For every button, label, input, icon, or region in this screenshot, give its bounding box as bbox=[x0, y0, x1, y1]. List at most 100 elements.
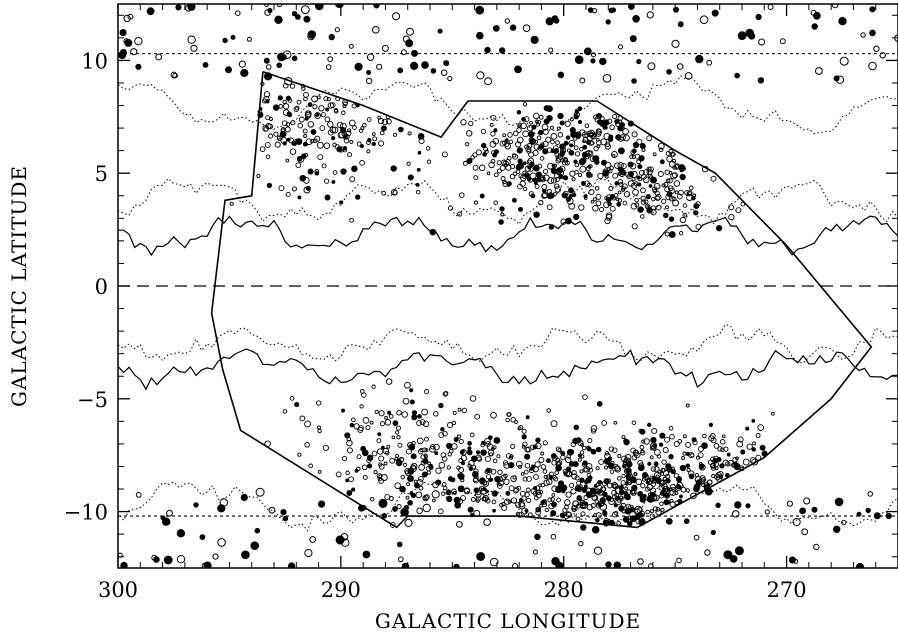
source-point bbox=[619, 495, 624, 500]
field-source-point bbox=[509, 24, 517, 31]
source-point bbox=[475, 450, 481, 455]
source-point bbox=[624, 481, 629, 486]
source-point bbox=[651, 186, 658, 193]
source-point bbox=[520, 472, 525, 476]
field-source-point bbox=[430, 68, 437, 74]
source-point bbox=[521, 434, 527, 440]
source-point bbox=[672, 199, 680, 207]
source-point bbox=[459, 450, 465, 455]
source-point bbox=[622, 516, 630, 523]
x-tick-label: 300 bbox=[98, 578, 138, 602]
source-point bbox=[366, 149, 371, 154]
source-point bbox=[629, 162, 637, 170]
source-point bbox=[289, 396, 295, 401]
source-point bbox=[679, 173, 686, 181]
source-point bbox=[490, 468, 497, 475]
source-point bbox=[550, 510, 557, 517]
source-point bbox=[325, 107, 330, 112]
field-source-point bbox=[813, 543, 820, 551]
source-point bbox=[295, 138, 303, 145]
source-point bbox=[302, 177, 310, 184]
source-point bbox=[496, 168, 502, 174]
field-source-point bbox=[476, 71, 485, 80]
source-point bbox=[669, 483, 676, 490]
source-point bbox=[687, 190, 693, 196]
source-point bbox=[548, 224, 554, 230]
field-source-point bbox=[873, 45, 880, 52]
source-point bbox=[588, 188, 595, 196]
source-point bbox=[522, 170, 527, 175]
field-source-point bbox=[580, 524, 587, 531]
field-source-point bbox=[815, 67, 823, 75]
source-point bbox=[506, 182, 511, 187]
source-point bbox=[485, 489, 489, 494]
source-point bbox=[678, 164, 686, 172]
source-point bbox=[631, 420, 637, 425]
source-point bbox=[646, 135, 653, 142]
source-point bbox=[466, 449, 473, 456]
source-point bbox=[649, 455, 654, 460]
source-point bbox=[693, 210, 699, 216]
field-source-point bbox=[591, 8, 598, 14]
source-point bbox=[446, 495, 453, 503]
source-point bbox=[542, 191, 549, 199]
source-point bbox=[323, 142, 331, 149]
field-source-point bbox=[217, 504, 226, 513]
source-point bbox=[640, 483, 646, 489]
source-point bbox=[650, 436, 657, 444]
source-point bbox=[451, 443, 458, 450]
source-point bbox=[622, 128, 629, 135]
field-source-point bbox=[300, 5, 310, 15]
source-point bbox=[506, 412, 511, 417]
source-point bbox=[351, 417, 356, 423]
source-point bbox=[451, 488, 457, 495]
source-point bbox=[418, 485, 424, 491]
field-source-point bbox=[397, 67, 404, 74]
source-point bbox=[492, 508, 496, 513]
source-point bbox=[651, 427, 658, 435]
source-point bbox=[485, 474, 492, 480]
source-point bbox=[571, 192, 577, 198]
source-point bbox=[472, 152, 478, 158]
source-point bbox=[342, 147, 348, 153]
source-point bbox=[316, 141, 324, 149]
source-point bbox=[543, 474, 548, 480]
field-source-point bbox=[613, 561, 621, 568]
source-point bbox=[559, 143, 566, 150]
y-tick-label: 5 bbox=[95, 162, 108, 186]
source-point bbox=[603, 478, 610, 485]
source-point bbox=[468, 120, 474, 127]
source-point bbox=[297, 452, 302, 457]
source-point bbox=[666, 487, 671, 492]
field-source-point bbox=[365, 77, 373, 85]
source-point bbox=[614, 181, 619, 186]
source-point bbox=[661, 198, 667, 204]
field-source-point bbox=[605, 19, 611, 25]
source-point bbox=[621, 435, 626, 440]
source-point bbox=[620, 480, 626, 486]
source-point bbox=[284, 126, 291, 133]
source-point bbox=[478, 164, 486, 172]
source-point bbox=[281, 120, 288, 127]
source-point bbox=[645, 193, 651, 200]
source-point bbox=[542, 168, 549, 175]
field-source-point bbox=[276, 62, 283, 69]
source-point bbox=[379, 130, 385, 136]
source-point bbox=[467, 441, 472, 446]
source-point bbox=[625, 494, 631, 500]
source-point bbox=[728, 213, 735, 221]
source-point bbox=[550, 496, 555, 502]
source-point bbox=[551, 501, 557, 508]
source-point bbox=[742, 458, 750, 466]
field-source-point bbox=[400, 507, 409, 517]
field-source-point bbox=[593, 546, 603, 555]
source-point bbox=[307, 102, 313, 108]
field-source-point bbox=[378, 498, 388, 508]
source-point bbox=[401, 411, 408, 418]
source-point bbox=[351, 103, 357, 109]
source-point bbox=[590, 503, 596, 509]
source-point bbox=[394, 430, 400, 435]
source-point bbox=[337, 131, 345, 139]
field-source-point bbox=[646, 495, 655, 503]
field-source-point bbox=[222, 37, 228, 44]
